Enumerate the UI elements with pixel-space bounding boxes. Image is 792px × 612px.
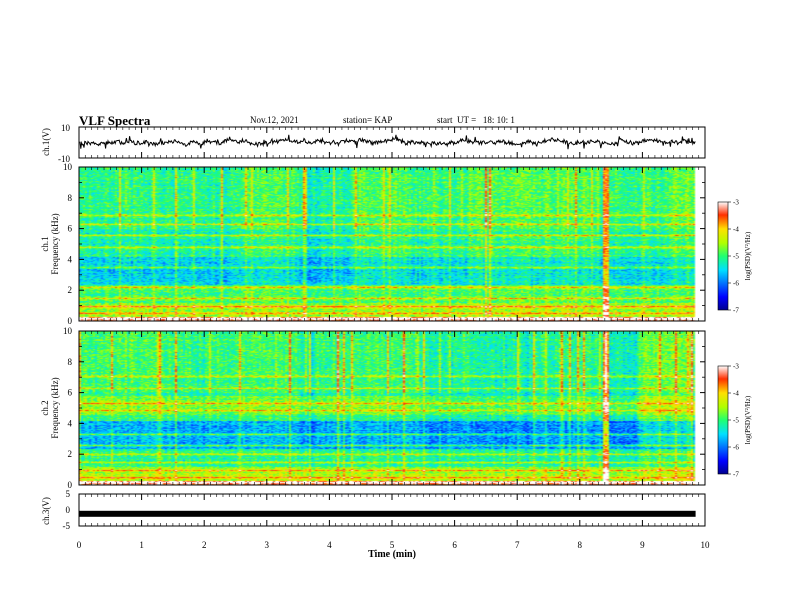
x-axis: 0 1 2 3 4 5 6 7 8 9 10 <box>77 127 710 550</box>
ch2-spectrogram-image <box>79 331 705 485</box>
chart-title: VLF Spectra <box>79 113 151 128</box>
ytick-label: 10 <box>63 162 73 172</box>
colorbar-tick-label: -3 <box>733 363 739 371</box>
station-label: station= KAP <box>343 115 393 125</box>
date-label: Nov.12, 2021 <box>250 115 299 125</box>
colorbar-tick-label: -3 <box>733 199 739 207</box>
ch3-waveform-band <box>79 510 696 517</box>
ch3-ylabel: ch.3(V) <box>41 497 51 525</box>
ch1-freq-label: Frequency (kHz) <box>50 213 60 274</box>
start-time-label: start UT = 18: 10: 1 <box>437 115 515 125</box>
xtick-label: 3 <box>265 540 270 550</box>
colorbar-tick-label: -6 <box>733 444 739 452</box>
colorbar-tick-label: -7 <box>733 471 739 479</box>
ytick-label: 10 <box>63 326 73 336</box>
ytick-label: -5 <box>63 521 71 531</box>
ytick-label: 0 <box>68 480 73 490</box>
xtick-label: 2 <box>202 540 207 550</box>
ch1-ylabel: ch.1(V) <box>41 128 51 156</box>
ch1-colorbar <box>717 201 729 311</box>
ch2-colorbar <box>717 365 729 475</box>
ch1-waveform-line <box>79 134 696 150</box>
ch1-channel-label: ch.1 <box>40 236 50 251</box>
ytick-label: 8 <box>68 193 73 203</box>
colorbar-tick-label: -5 <box>733 417 739 425</box>
xtick-label: 5 <box>390 540 395 550</box>
ch1-spectrogram-image <box>79 167 705 321</box>
ytick-label: 2 <box>68 449 73 459</box>
xtick-label: 0 <box>77 540 82 550</box>
colorbar-tick-label: -4 <box>733 390 739 398</box>
ytick-label: 5 <box>66 489 71 499</box>
ch1-colorbar-label: log(PSD)(V²/Hz) <box>744 231 752 280</box>
ytick-label: 8 <box>68 357 73 367</box>
ch1-ytick-bottom: -10 <box>58 154 70 164</box>
colorbar-tick-label: -6 <box>733 280 739 288</box>
xtick-label: 9 <box>640 540 645 550</box>
ch2-colorbar-label: log(PSD)(V²/Hz) <box>744 395 752 444</box>
colorbar-tick-label: -4 <box>733 226 739 234</box>
xtick-label: 1 <box>139 540 144 550</box>
ytick-label: 2 <box>68 285 73 295</box>
ch2-channel-label: ch.2 <box>40 400 50 415</box>
xtick-label: 7 <box>515 540 520 550</box>
ytick-label: 6 <box>68 388 73 398</box>
ytick-label: 0 <box>68 316 73 326</box>
xtick-label: 4 <box>327 540 332 550</box>
colorbar-tick-label: -5 <box>733 253 739 261</box>
colorbar-tick-label: -7 <box>733 307 739 315</box>
xtick-label: 8 <box>578 540 583 550</box>
ytick-label: 0 <box>66 505 71 515</box>
ytick-label: 4 <box>68 418 73 428</box>
xtick-label: 6 <box>452 540 457 550</box>
ytick-label: 6 <box>68 224 73 234</box>
ch1-ytick-top: 10 <box>61 123 71 133</box>
ytick-label: 4 <box>68 254 73 264</box>
x-axis-label: Time (min) <box>368 549 416 560</box>
ch2-freq-label: Frequency (kHz) <box>50 377 60 438</box>
xtick-label: 10 <box>701 540 711 550</box>
